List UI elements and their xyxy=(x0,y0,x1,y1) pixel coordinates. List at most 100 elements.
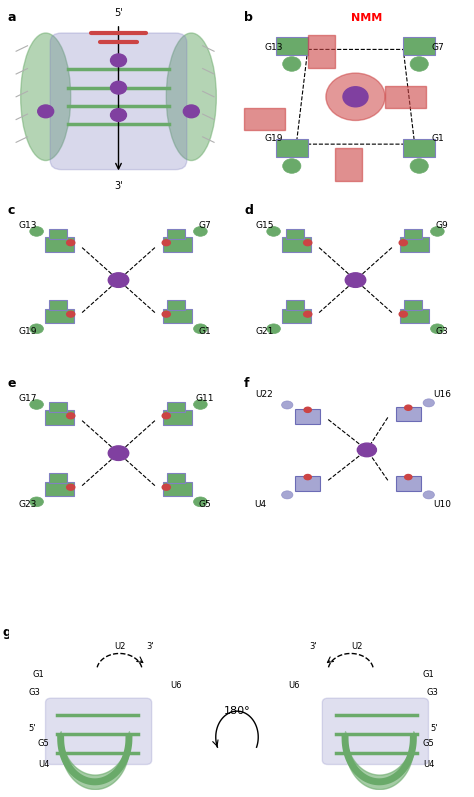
Text: G5: G5 xyxy=(199,501,211,509)
Bar xyxy=(167,229,185,238)
Bar xyxy=(167,300,185,310)
Circle shape xyxy=(430,226,444,236)
Circle shape xyxy=(162,485,170,490)
Text: 180°: 180° xyxy=(224,706,250,717)
Circle shape xyxy=(110,108,127,121)
Bar xyxy=(167,473,185,483)
Circle shape xyxy=(410,159,428,173)
Circle shape xyxy=(283,159,301,173)
Bar xyxy=(385,86,426,108)
Text: G19: G19 xyxy=(18,328,37,336)
Circle shape xyxy=(162,413,170,418)
Text: U4: U4 xyxy=(423,760,434,769)
Circle shape xyxy=(357,443,376,457)
Bar xyxy=(396,477,421,491)
Circle shape xyxy=(67,240,75,245)
Bar xyxy=(335,147,362,181)
Circle shape xyxy=(67,312,75,317)
Bar xyxy=(45,410,74,425)
Bar xyxy=(286,229,304,238)
Circle shape xyxy=(399,240,407,245)
Text: f: f xyxy=(244,377,249,391)
Text: G3: G3 xyxy=(28,689,40,697)
Text: U6: U6 xyxy=(171,681,182,690)
Bar xyxy=(163,237,192,252)
Text: G1: G1 xyxy=(199,328,211,336)
Bar xyxy=(49,300,67,310)
Circle shape xyxy=(304,312,312,317)
Text: b: b xyxy=(244,11,253,24)
Circle shape xyxy=(193,399,207,410)
Text: G23: G23 xyxy=(18,501,36,509)
Text: G11: G11 xyxy=(196,394,214,402)
Text: U22: U22 xyxy=(255,391,273,399)
Text: G7: G7 xyxy=(199,221,211,230)
Circle shape xyxy=(267,226,281,236)
FancyBboxPatch shape xyxy=(46,698,152,764)
Text: 3': 3' xyxy=(114,181,123,190)
Bar xyxy=(49,473,67,483)
Text: 3': 3' xyxy=(309,642,317,651)
Text: U2: U2 xyxy=(351,642,362,651)
Circle shape xyxy=(67,413,75,418)
Text: 5': 5' xyxy=(28,724,36,733)
Bar xyxy=(276,37,308,55)
Circle shape xyxy=(30,497,44,507)
Circle shape xyxy=(193,497,207,507)
Text: 5': 5' xyxy=(430,724,438,733)
Circle shape xyxy=(304,240,312,245)
Ellipse shape xyxy=(166,33,216,160)
Bar xyxy=(404,300,422,310)
Text: G3: G3 xyxy=(436,328,448,336)
Circle shape xyxy=(30,226,44,236)
Bar xyxy=(163,410,192,425)
Circle shape xyxy=(405,405,412,410)
Bar xyxy=(400,308,429,323)
Text: g: g xyxy=(2,626,11,639)
Circle shape xyxy=(30,324,44,334)
Circle shape xyxy=(346,89,365,104)
Circle shape xyxy=(193,324,207,334)
Text: a: a xyxy=(7,11,16,24)
Bar xyxy=(404,229,422,238)
Circle shape xyxy=(283,57,301,71)
Text: G9: G9 xyxy=(436,221,448,230)
Circle shape xyxy=(30,399,44,410)
Bar xyxy=(282,237,311,252)
Circle shape xyxy=(430,324,444,334)
Circle shape xyxy=(282,491,293,499)
Bar xyxy=(276,139,308,157)
Bar xyxy=(45,308,74,323)
Circle shape xyxy=(343,87,368,107)
Bar xyxy=(400,237,429,252)
Bar xyxy=(167,402,185,412)
Text: G13: G13 xyxy=(264,43,283,52)
Text: G19: G19 xyxy=(264,134,283,143)
Text: G13: G13 xyxy=(18,221,37,230)
Text: c: c xyxy=(7,204,14,217)
Bar xyxy=(45,237,74,252)
Bar xyxy=(295,409,320,423)
FancyBboxPatch shape xyxy=(50,33,187,170)
Circle shape xyxy=(304,407,311,412)
Circle shape xyxy=(405,474,412,480)
FancyBboxPatch shape xyxy=(322,698,428,764)
Circle shape xyxy=(267,324,281,334)
Text: U4: U4 xyxy=(254,501,266,509)
Text: U16: U16 xyxy=(433,391,451,399)
Bar xyxy=(282,308,311,323)
Bar xyxy=(163,481,192,497)
Circle shape xyxy=(183,105,199,118)
Bar xyxy=(45,481,74,497)
Bar xyxy=(286,300,304,310)
Circle shape xyxy=(410,57,428,71)
Text: NMM: NMM xyxy=(351,13,383,23)
Circle shape xyxy=(110,81,127,94)
Circle shape xyxy=(304,474,311,480)
Text: U4: U4 xyxy=(38,760,49,769)
Circle shape xyxy=(162,312,170,317)
Text: G17: G17 xyxy=(18,394,37,402)
Text: G5: G5 xyxy=(423,739,435,748)
Bar xyxy=(295,477,320,491)
Bar xyxy=(49,229,67,238)
